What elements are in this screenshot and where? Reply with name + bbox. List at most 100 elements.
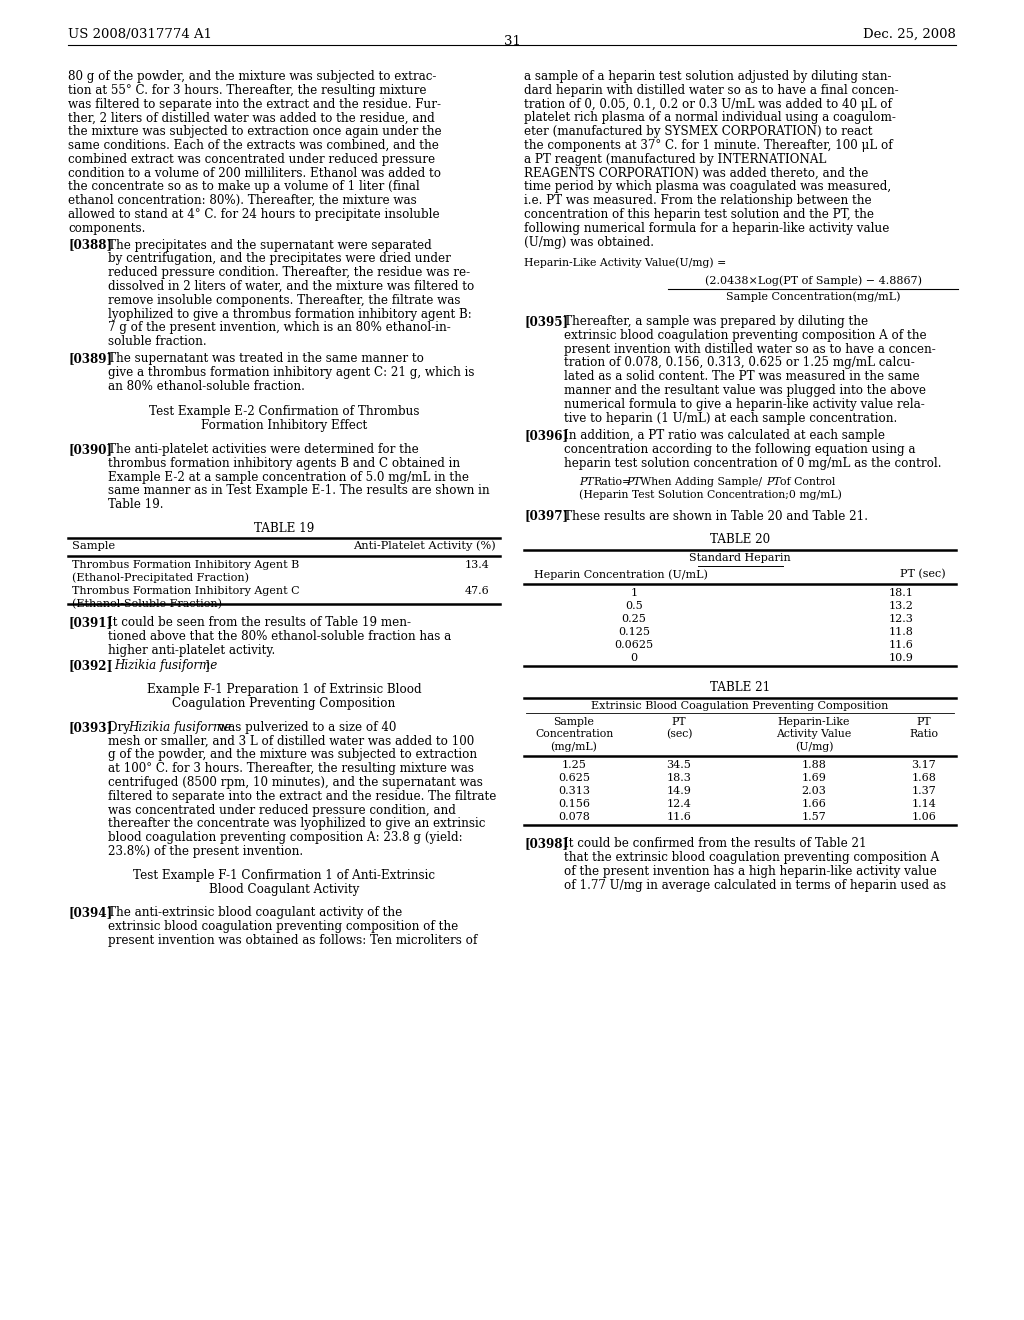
Text: 1.37: 1.37 <box>911 787 936 796</box>
Text: [0394]: [0394] <box>68 907 113 920</box>
Text: Sample: Sample <box>554 717 595 727</box>
Text: soluble fraction.: soluble fraction. <box>108 335 207 348</box>
Text: 34.5: 34.5 <box>667 760 691 771</box>
Text: The supernatant was treated in the same manner to: The supernatant was treated in the same … <box>108 352 424 366</box>
Text: tration of 0.078, 0.156, 0.313, 0.625 or 1.25 mg/mL calcu-: tration of 0.078, 0.156, 0.313, 0.625 or… <box>564 356 914 370</box>
Text: same manner as in Test Example E-1. The results are shown in: same manner as in Test Example E-1. The … <box>108 484 489 498</box>
Text: 11.6: 11.6 <box>889 640 913 649</box>
Text: Thrombus Formation Inhibitory Agent C: Thrombus Formation Inhibitory Agent C <box>72 586 300 597</box>
Text: of the present invention has a high heparin-like activity value: of the present invention has a high hepa… <box>564 865 937 878</box>
Text: The anti-platelet activities were determined for the: The anti-platelet activities were determ… <box>108 444 419 455</box>
Text: The anti-extrinsic blood coagulant activity of the: The anti-extrinsic blood coagulant activ… <box>108 907 402 920</box>
Text: manner and the resultant value was plugged into the above: manner and the resultant value was plugg… <box>564 384 926 397</box>
Text: Dec. 25, 2008: Dec. 25, 2008 <box>863 28 956 41</box>
Text: (U/mg): (U/mg) <box>795 742 834 752</box>
Text: PT: PT <box>916 717 931 727</box>
Text: of Control: of Control <box>780 477 836 487</box>
Text: 12.4: 12.4 <box>667 800 691 809</box>
Text: lyophilized to give a thrombus formation inhibitory agent B:: lyophilized to give a thrombus formation… <box>108 308 472 321</box>
Text: of 1.77 U/mg in average calculated in terms of heparin used as: of 1.77 U/mg in average calculated in te… <box>564 879 946 892</box>
Text: Hizikia fusiforme: Hizikia fusiforme <box>128 721 231 734</box>
Text: dard heparin with distilled water so as to have a final concen-: dard heparin with distilled water so as … <box>524 83 899 96</box>
Text: 23.8%) of the present invention.: 23.8%) of the present invention. <box>108 845 303 858</box>
Text: tioned above that the 80% ethanol-soluble fraction has a: tioned above that the 80% ethanol-solubl… <box>108 630 452 643</box>
Text: Thrombus Formation Inhibitory Agent B: Thrombus Formation Inhibitory Agent B <box>72 560 299 570</box>
Text: Hizikia fusiforme: Hizikia fusiforme <box>114 660 217 672</box>
Text: [0398]: [0398] <box>524 837 568 850</box>
Text: PT: PT <box>672 717 686 727</box>
Text: Extrinsic Blood Coagulation Preventing Composition: Extrinsic Blood Coagulation Preventing C… <box>591 701 889 710</box>
Text: (U/mg) was obtained.: (U/mg) was obtained. <box>524 235 654 248</box>
Text: filtered to separate into the extract and the residue. The filtrate: filtered to separate into the extract an… <box>108 789 497 803</box>
Text: give a thrombus formation inhibitory agent C: 21 g, which is: give a thrombus formation inhibitory age… <box>108 366 474 379</box>
Text: heparin test solution concentration of 0 mg/mL as the control.: heparin test solution concentration of 0… <box>564 457 941 470</box>
Text: 0.5: 0.5 <box>625 601 643 611</box>
Text: REAGENTS CORPORATION) was added thereto, and the: REAGENTS CORPORATION) was added thereto,… <box>524 166 868 180</box>
Text: condition to a volume of 200 milliliters. Ethanol was added to: condition to a volume of 200 milliliters… <box>68 166 441 180</box>
Text: Anti-Platelet Activity (%): Anti-Platelet Activity (%) <box>353 541 496 552</box>
Text: TABLE 21: TABLE 21 <box>710 681 770 694</box>
Text: [0396]: [0396] <box>524 429 568 442</box>
Text: 2.03: 2.03 <box>802 787 826 796</box>
Text: 3.17: 3.17 <box>911 760 936 771</box>
Text: [0391]: [0391] <box>68 616 112 630</box>
Text: 1.06: 1.06 <box>911 812 936 822</box>
Text: Heparin Concentration (U/mL): Heparin Concentration (U/mL) <box>534 569 708 579</box>
Text: Heparin-Like Activity Value(U/mg) =: Heparin-Like Activity Value(U/mg) = <box>524 257 726 268</box>
Text: [0390]: [0390] <box>68 444 112 455</box>
Text: remove insoluble components. Thereafter, the filtrate was: remove insoluble components. Thereafter,… <box>108 294 461 306</box>
Text: Example E-2 at a sample concentration of 5.0 mg/mL in the: Example E-2 at a sample concentration of… <box>108 471 469 483</box>
Text: (Ethanol-Soluble Fraction): (Ethanol-Soluble Fraction) <box>72 599 222 610</box>
Text: These results are shown in Table 20 and Table 21.: These results are shown in Table 20 and … <box>564 510 868 523</box>
Text: Ratio: Ratio <box>909 730 939 739</box>
Text: US 2008/0317774 A1: US 2008/0317774 A1 <box>68 28 212 41</box>
Text: [0395]: [0395] <box>524 315 568 327</box>
Text: Ratio=: Ratio= <box>593 477 631 487</box>
Text: Test Example E-2 Confirmation of Thrombus: Test Example E-2 Confirmation of Thrombu… <box>148 405 419 418</box>
Text: same conditions. Each of the extracts was combined, and the: same conditions. Each of the extracts wa… <box>68 139 439 152</box>
Text: 14.9: 14.9 <box>667 787 691 796</box>
Text: (mg/mL): (mg/mL) <box>551 742 597 752</box>
Text: 18.1: 18.1 <box>889 587 913 598</box>
Text: platelet rich plasma of a normal individual using a coagulom-: platelet rich plasma of a normal individ… <box>524 111 896 124</box>
Text: was filtered to separate into the extract and the residue. Fur-: was filtered to separate into the extrac… <box>68 98 441 111</box>
Text: Heparin-Like: Heparin-Like <box>778 717 850 727</box>
Text: 1.69: 1.69 <box>802 774 826 783</box>
Text: PT: PT <box>579 477 594 487</box>
Text: 11.6: 11.6 <box>667 812 691 822</box>
Text: (Ethanol-Precipitated Fraction): (Ethanol-Precipitated Fraction) <box>72 573 249 583</box>
Text: time period by which plasma was coagulated was measured,: time period by which plasma was coagulat… <box>524 181 891 194</box>
Text: eter (manufactured by SYSMEX CORPORATION) to react: eter (manufactured by SYSMEX CORPORATION… <box>524 125 872 139</box>
Text: lated as a solid content. The PT was measured in the same: lated as a solid content. The PT was mea… <box>564 370 920 383</box>
Text: Formation Inhibitory Effect: Formation Inhibitory Effect <box>201 420 368 432</box>
Text: an 80% ethanol-soluble fraction.: an 80% ethanol-soluble fraction. <box>108 380 305 392</box>
Text: ]: ] <box>204 660 209 672</box>
Text: 0.625: 0.625 <box>558 774 590 783</box>
Text: the concentrate so as to make up a volume of 1 liter (final: the concentrate so as to make up a volum… <box>68 181 420 194</box>
Text: that the extrinsic blood coagulation preventing composition A: that the extrinsic blood coagulation pre… <box>564 851 939 865</box>
Text: When Adding Sample/: When Adding Sample/ <box>640 477 762 487</box>
Text: numerical formula to give a heparin-like activity value rela-: numerical formula to give a heparin-like… <box>564 397 925 411</box>
Text: Table 19.: Table 19. <box>108 498 164 511</box>
Text: It could be seen from the results of Table 19 men-: It could be seen from the results of Tab… <box>108 616 411 630</box>
Text: combined extract was concentrated under reduced pressure: combined extract was concentrated under … <box>68 153 435 166</box>
Text: Standard Heparin: Standard Heparin <box>689 553 791 564</box>
Text: by centrifugation, and the precipitates were dried under: by centrifugation, and the precipitates … <box>108 252 451 265</box>
Text: 1.66: 1.66 <box>802 800 826 809</box>
Text: 1.68: 1.68 <box>911 774 936 783</box>
Text: was concentrated under reduced pressure condition, and: was concentrated under reduced pressure … <box>108 804 456 817</box>
Text: [0393]: [0393] <box>68 721 112 734</box>
Text: ethanol concentration: 80%). Thereafter, the mixture was: ethanol concentration: 80%). Thereafter,… <box>68 194 417 207</box>
Text: components.: components. <box>68 222 145 235</box>
Text: thereafter the concentrate was lyophilized to give an extrinsic: thereafter the concentrate was lyophiliz… <box>108 817 485 830</box>
Text: 0.0625: 0.0625 <box>614 640 653 649</box>
Text: PT: PT <box>766 477 780 487</box>
Text: 0.25: 0.25 <box>622 614 646 624</box>
Text: Blood Coagulant Activity: Blood Coagulant Activity <box>209 883 359 895</box>
Text: 0.125: 0.125 <box>618 627 650 636</box>
Text: 0: 0 <box>631 653 638 663</box>
Text: ther, 2 liters of distilled water was added to the residue, and: ther, 2 liters of distilled water was ad… <box>68 111 435 124</box>
Text: concentration according to the following equation using a: concentration according to the following… <box>564 444 915 457</box>
Text: Coagulation Preventing Composition: Coagulation Preventing Composition <box>172 697 395 710</box>
Text: 18.3: 18.3 <box>667 774 691 783</box>
